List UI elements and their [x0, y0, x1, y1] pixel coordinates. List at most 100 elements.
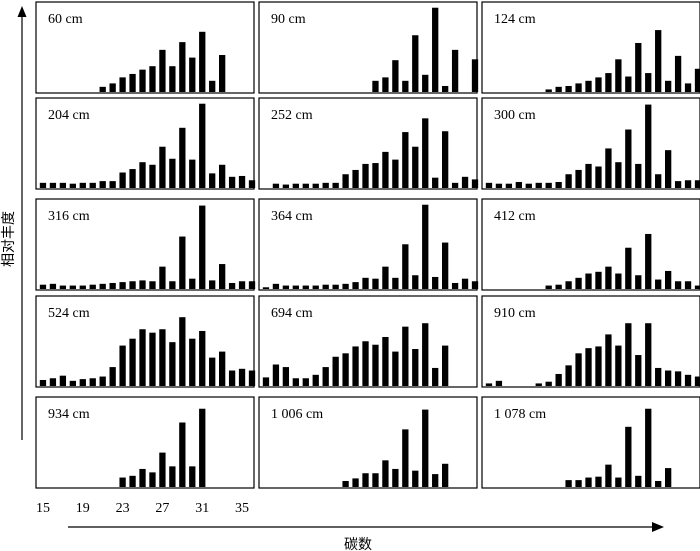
bar	[625, 76, 632, 92]
bar	[342, 353, 349, 386]
bar	[119, 345, 126, 386]
bar	[332, 284, 339, 289]
bar	[89, 284, 96, 289]
bar	[485, 182, 493, 188]
bar	[262, 377, 270, 386]
bar	[471, 59, 479, 92]
bar	[535, 182, 542, 188]
bar	[129, 73, 136, 92]
bar	[159, 49, 166, 92]
bar	[219, 55, 226, 92]
panel-frame	[35, 97, 255, 190]
x-axis-arrow	[68, 522, 664, 532]
bar	[159, 266, 166, 289]
bar	[605, 148, 612, 188]
bar	[139, 69, 146, 92]
bar	[545, 381, 552, 386]
bar	[209, 280, 216, 289]
panel-label: 300 cm	[494, 108, 536, 123]
bar	[565, 174, 572, 188]
x-tick-label: 31	[195, 501, 209, 516]
bar	[442, 463, 449, 487]
bar	[655, 30, 662, 92]
bar	[322, 182, 329, 188]
panel-frame	[258, 198, 478, 291]
bar	[585, 163, 592, 188]
bar	[625, 323, 632, 386]
panel-frame	[35, 295, 255, 388]
panel-frame	[35, 198, 255, 291]
panel-frame	[258, 1, 478, 94]
bar	[432, 177, 439, 188]
panel-label: 252 cm	[271, 108, 313, 123]
bar	[595, 271, 602, 289]
bar	[461, 176, 469, 188]
bar	[179, 42, 186, 92]
bar	[139, 468, 146, 487]
bar	[362, 341, 369, 386]
bar	[525, 183, 532, 188]
bar	[99, 86, 106, 92]
bar	[149, 332, 156, 386]
panel-frame	[481, 396, 700, 489]
bar	[139, 162, 146, 188]
bar	[149, 66, 156, 92]
bar	[149, 472, 156, 487]
bar	[248, 180, 256, 188]
bar	[119, 282, 126, 289]
bar	[219, 264, 226, 289]
bar	[179, 317, 186, 386]
bar	[169, 466, 176, 487]
bar	[189, 159, 196, 188]
bar	[694, 376, 700, 386]
panel-frame	[481, 97, 700, 190]
bar	[49, 182, 57, 188]
bar	[402, 80, 409, 92]
panel-label: 364 cm	[271, 209, 313, 224]
bar	[372, 278, 379, 289]
bar	[442, 131, 449, 188]
bar	[645, 233, 652, 289]
bar	[238, 175, 246, 188]
bar	[402, 326, 409, 386]
bar	[432, 367, 439, 386]
bar	[575, 83, 582, 92]
bar	[352, 282, 359, 289]
bar	[382, 460, 389, 487]
bar	[248, 370, 256, 386]
bar	[442, 345, 449, 386]
panel-label: 524 cm	[48, 306, 90, 321]
bar	[272, 183, 280, 188]
bar	[119, 477, 126, 487]
bar	[665, 468, 672, 487]
bar	[392, 60, 399, 92]
bar	[382, 151, 389, 188]
bar	[362, 277, 369, 289]
bar	[352, 478, 359, 487]
bar	[109, 181, 116, 188]
panel-label: 90 cm	[271, 12, 306, 27]
bar	[228, 176, 236, 188]
bar	[625, 426, 632, 487]
bar	[595, 77, 602, 92]
bar	[372, 80, 379, 92]
x-tick-label: 15	[36, 501, 50, 516]
bar	[219, 351, 226, 386]
bar	[392, 468, 399, 487]
bar	[585, 348, 592, 386]
bar	[292, 183, 299, 188]
bar	[119, 172, 126, 188]
bar	[179, 236, 186, 289]
bar	[615, 477, 622, 487]
bar	[248, 281, 256, 289]
bar	[99, 376, 106, 386]
bar	[684, 374, 692, 386]
bar	[402, 244, 409, 289]
bar	[129, 169, 136, 188]
bar	[302, 285, 309, 289]
panel-label: 204 cm	[48, 108, 90, 123]
bar	[292, 378, 299, 386]
bar	[372, 344, 379, 386]
bar	[422, 74, 429, 92]
